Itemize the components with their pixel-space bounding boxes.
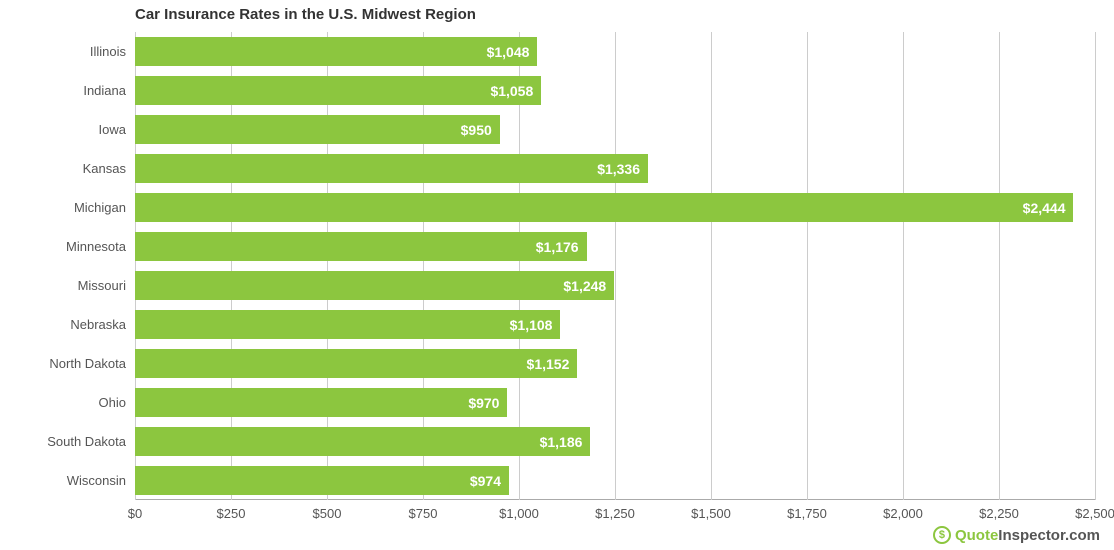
brand-rest: Inspector.com [998,527,1100,544]
bar-value-label: $1,176 [536,239,579,255]
bar-row: $1,186 [135,422,1095,461]
y-tick-label: South Dakota [6,434,126,449]
y-tick-label: Wisconsin [6,473,126,488]
plot-area: $1,048 $1,058 $950 $1,336 $2,444 $1,176 $1,248… [135,32,1095,500]
bar: $974 [135,466,509,495]
y-tick-label: Illinois [6,44,126,59]
bar-row: $974 [135,461,1095,500]
y-tick-label: Kansas [6,161,126,176]
attribution-text: QuoteInspector.com [955,527,1100,544]
bar: $950 [135,115,500,144]
x-tick-label: $2,500 [1075,506,1114,521]
bar: $1,248 [135,271,614,300]
bar-row: $1,058 [135,71,1095,110]
x-tick-label: $1,750 [787,506,827,521]
bar-value-label: $1,048 [487,44,530,60]
y-tick-label: Iowa [6,122,126,137]
x-tick-label: $0 [128,506,142,521]
bar-row: $1,048 [135,32,1095,71]
bar-value-label: $2,444 [1023,200,1066,216]
bar-row: $2,444 [135,188,1095,227]
x-tick-label: $1,250 [595,506,635,521]
bar-row: $970 [135,383,1095,422]
bar-row: $1,108 [135,305,1095,344]
bar: $1,186 [135,427,590,456]
bar-row: $1,336 [135,149,1095,188]
x-tick-label: $2,250 [979,506,1019,521]
bar-row: $1,152 [135,344,1095,383]
bar: $1,108 [135,310,560,339]
gridline [1095,32,1096,500]
y-tick-label: Minnesota [6,239,126,254]
bar-value-label: $1,152 [527,356,570,372]
y-tick-label: Nebraska [6,317,126,332]
bar: $1,176 [135,232,587,261]
bar-row: $1,248 [135,266,1095,305]
y-tick-label: North Dakota [6,356,126,371]
x-tick-label: $1,000 [499,506,539,521]
chart-title: Car Insurance Rates in the U.S. Midwest … [135,6,476,23]
x-tick-label: $500 [313,506,342,521]
bar-row: $1,176 [135,227,1095,266]
bar-value-label: $1,108 [510,317,553,333]
bar-value-label: $1,248 [563,278,606,294]
bar-value-label: $950 [461,122,492,138]
bar-value-label: $970 [468,395,499,411]
brand-accent: Quote [955,527,998,544]
bar-row: $950 [135,110,1095,149]
bar: $1,152 [135,349,577,378]
y-tick-label: Indiana [6,83,126,98]
x-tick-label: $2,000 [883,506,923,521]
x-tick-label: $250 [217,506,246,521]
y-tick-label: Michigan [6,200,126,215]
bar-value-label: $1,186 [540,434,583,450]
bar-value-label: $1,058 [490,83,533,99]
x-tick-label: $750 [409,506,438,521]
y-tick-label: Missouri [6,278,126,293]
bar: $2,444 [135,193,1073,222]
attribution: $ QuoteInspector.com [933,526,1100,544]
y-tick-label: Ohio [6,395,126,410]
chart-container: Car Insurance Rates in the U.S. Midwest … [0,0,1114,550]
bar: $1,048 [135,37,537,66]
bar: $1,336 [135,154,648,183]
bar: $1,058 [135,76,541,105]
bar-value-label: $1,336 [597,161,640,177]
bar: $970 [135,388,507,417]
x-tick-label: $1,500 [691,506,731,521]
dollar-icon: $ [933,526,951,544]
bar-value-label: $974 [470,473,501,489]
